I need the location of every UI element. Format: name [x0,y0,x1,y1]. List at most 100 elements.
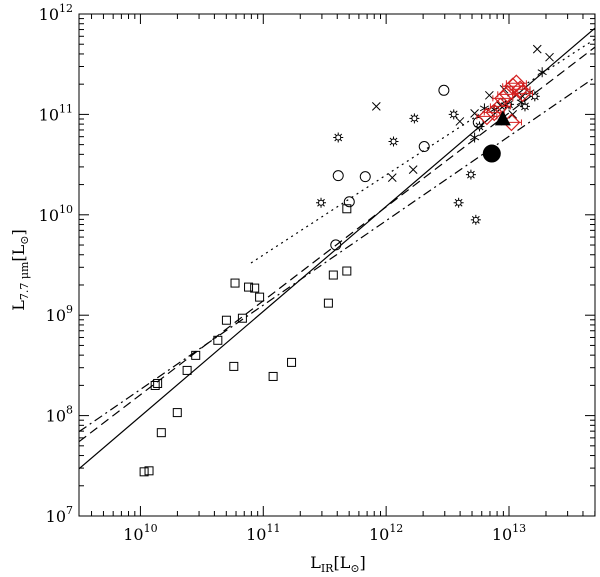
open-square-point [182,365,192,375]
star-ray [467,176,470,179]
open-square-point [342,204,352,214]
x-tick-label-exp: 10 [144,522,158,535]
star-ray [467,170,470,174]
y-tick-label-base: 10 [46,507,66,526]
y-axis-label-sun: ⊙ [18,235,31,244]
star-core [472,216,479,223]
star-ray [526,107,529,111]
open-circle-point [438,84,450,96]
star-point [465,169,476,180]
x-cross-point [484,90,494,100]
x-cross-stroke [545,52,554,62]
asterisk-stroke [516,99,526,106]
x-tick-label-exp: 13 [512,522,526,535]
y-tick-label-exp: 9 [66,303,73,316]
filled-circle-point [482,144,501,163]
x-cross-point [545,52,554,62]
star-ray [510,100,513,103]
star-core [411,115,418,122]
open-square-point [221,315,231,325]
open-square-point [328,270,338,280]
open-square-point [213,335,223,345]
x-tick-label-exp: 11 [266,522,280,535]
open-square-point [237,313,247,323]
red-diamond [485,103,504,122]
x-cross-point [387,173,397,183]
x-axis-label-unit: [L [333,553,350,572]
star-ray [475,127,479,131]
star-ray [322,204,325,207]
open-square-point [172,408,182,418]
x-cross-stroke [371,102,381,111]
x-cross-stroke [484,90,494,100]
open-square-point [323,298,333,308]
star-ray [460,198,463,202]
x-tick-label: 1010 [123,522,157,544]
star-ray [410,119,413,123]
x-cross-point [408,165,418,174]
y-axis-label: L7.7 μm[L⊙] [9,229,31,311]
y-tick-label-exp: 8 [66,404,73,417]
star-ray [460,204,463,207]
star-core [455,199,462,206]
asterisk-stroke [479,105,490,112]
star-ray [449,115,453,119]
star-ray [455,110,458,113]
star-ray [480,127,484,131]
star-point [519,101,530,112]
red-diamond [513,84,532,103]
x-tick-label: 1012 [369,522,403,544]
star-ray [510,105,513,109]
y-tick-label-exp: 12 [59,2,73,15]
open-square-point [191,350,201,360]
star-point [470,214,481,225]
x-axis-label-main: L [310,553,321,572]
star-ray [477,215,480,219]
star-point [453,197,464,208]
y-tick-label-exp: 10 [59,203,73,216]
y-tick-label: 108 [46,404,73,426]
asterisk-point [516,97,526,108]
star-point [448,109,459,120]
star-ray [472,170,475,174]
y-tick-label-base: 10 [39,206,59,225]
open-square-point [287,357,297,367]
star-ray [334,133,337,137]
star-ray [339,133,343,137]
y-tick-label-exp: 7 [66,504,73,517]
x-cross-point [455,117,465,126]
open-square-point [342,266,352,276]
y-tick-label: 1012 [39,2,73,24]
x-cross-stroke [408,165,418,174]
y-tick-label-base: 10 [39,5,59,24]
star-core [467,171,474,178]
star-ray [536,97,539,101]
open-square-point [244,282,254,292]
star-ray [389,137,393,141]
y-axis-label-main: L [9,300,28,311]
y-tick-label: 107 [46,504,73,526]
x-tick-label-base: 10 [123,525,143,544]
y-axis-label-close: ] [9,229,28,235]
x-cross-stroke [508,110,518,119]
x-cross-stroke [532,44,542,54]
y-axis-label-sub: 7.7 μm [18,261,31,300]
star-ray [477,221,480,224]
x-tick-label-base: 10 [369,525,389,544]
open-circle-point [418,141,430,153]
x-cross-stroke [470,109,479,118]
open-square-point [250,283,260,293]
x-axis-label-sun: ⊙ [350,562,359,575]
star-ray [480,122,484,126]
open-circle-point [359,171,371,183]
y-tick-label-exp: 11 [59,102,73,115]
red-diamond-point [476,107,498,126]
star-ray [394,137,398,141]
y-tick-label: 1011 [39,102,73,124]
star-point [333,132,344,143]
y-axis-label-unit: [L [9,244,28,261]
red-diamond [511,80,529,99]
star-point [474,121,485,132]
